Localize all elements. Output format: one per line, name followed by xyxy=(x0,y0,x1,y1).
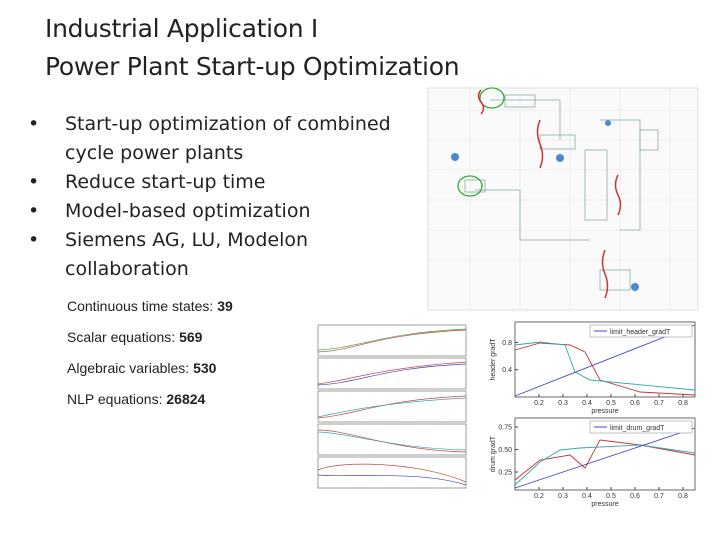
bullet-continuation: cycle power plants xyxy=(65,142,244,164)
title-line: Power Plant Start-up Optimization xyxy=(45,52,460,81)
y-tick-label: 0.25 xyxy=(498,470,512,477)
title-line: Industrial Application I xyxy=(45,14,319,43)
x-tick-label: 0.7 xyxy=(654,493,664,500)
x-tick-label: 0.5 xyxy=(606,400,616,407)
x-tick-label: 0.4 xyxy=(582,400,592,407)
stat-value: 26824 xyxy=(166,391,206,407)
x-axis-label: pressure xyxy=(591,408,618,415)
bullet-text: Siemens AG, LU, Modelon xyxy=(65,229,309,251)
stat-value: 530 xyxy=(193,360,217,376)
x-tick-label: 0.6 xyxy=(630,400,640,407)
plot-frame xyxy=(514,417,696,491)
y-axis-label: drum gradT xyxy=(490,435,497,472)
y-tick-label: 0.4 xyxy=(502,367,512,374)
y-axis-label: header gradT xyxy=(490,338,497,381)
bullet-text: Reduce start-up time xyxy=(65,171,266,193)
stat-label: NLP equations: xyxy=(67,391,163,407)
y-tick-label: 0.8 xyxy=(502,340,512,347)
stat-label: Scalar equations: xyxy=(67,329,176,345)
bullet: Model-based optimization xyxy=(28,197,391,226)
y-tick-label: 0.75 xyxy=(498,425,512,432)
stat: NLP equations: 26824 xyxy=(67,391,233,422)
x-tick-label: 0.4 xyxy=(582,493,592,500)
curve xyxy=(514,444,696,486)
legend-box xyxy=(589,420,693,434)
curve xyxy=(514,427,696,489)
x-tick-label: 0.8 xyxy=(678,400,688,407)
curve xyxy=(514,439,696,481)
stats: Continuous time states: 39 Scalar equatio… xyxy=(67,298,233,422)
x-axis-label: pressure xyxy=(591,501,618,508)
y-tick-label: 0.50 xyxy=(498,447,512,454)
x-tick-label: 0.3 xyxy=(558,400,568,407)
x-tick-label: 0.6 xyxy=(630,493,640,500)
trajectory-plots xyxy=(317,324,467,489)
plot-frame xyxy=(514,321,696,398)
x-tick-label: 0.2 xyxy=(534,400,544,407)
bullet: Start-up optimization of combined cycle p… xyxy=(28,110,391,168)
x-tick-label: 0.5 xyxy=(606,493,616,500)
x-tick-label: 0.3 xyxy=(558,493,568,500)
bullet: Reduce start-up time xyxy=(28,168,391,197)
bullet-text: Start-up optimization of combined xyxy=(65,113,391,135)
stat-label: Continuous time states: xyxy=(67,298,214,314)
stat: Continuous time states: 39 xyxy=(67,298,233,329)
legend-label: limit_drum_gradT xyxy=(610,425,665,432)
x-tick-label: 0.2 xyxy=(534,493,544,500)
bullet-text: Model-based optimization xyxy=(65,200,311,222)
curve xyxy=(514,342,696,396)
x-tick-label: 0.8 xyxy=(678,493,688,500)
legend-label: limit_header_gradT xyxy=(610,329,671,336)
stat-value: 569 xyxy=(179,329,203,345)
stat-label: Algebraic variables: xyxy=(67,360,190,376)
stat: Algebraic variables: 530 xyxy=(67,360,233,391)
stat: Scalar equations: 569 xyxy=(67,329,233,360)
curve xyxy=(514,341,696,391)
bullet: Siemens AG, LU, Modelon collaboration xyxy=(28,226,391,284)
x-tick-label: 0.7 xyxy=(654,400,664,407)
plant-diagram xyxy=(427,87,699,311)
bullet-continuation: collaboration xyxy=(65,258,189,280)
bullet-list: Start-up optimization of combined cycle p… xyxy=(28,110,391,284)
stat-value: 39 xyxy=(217,298,233,314)
legend-box xyxy=(589,324,693,338)
